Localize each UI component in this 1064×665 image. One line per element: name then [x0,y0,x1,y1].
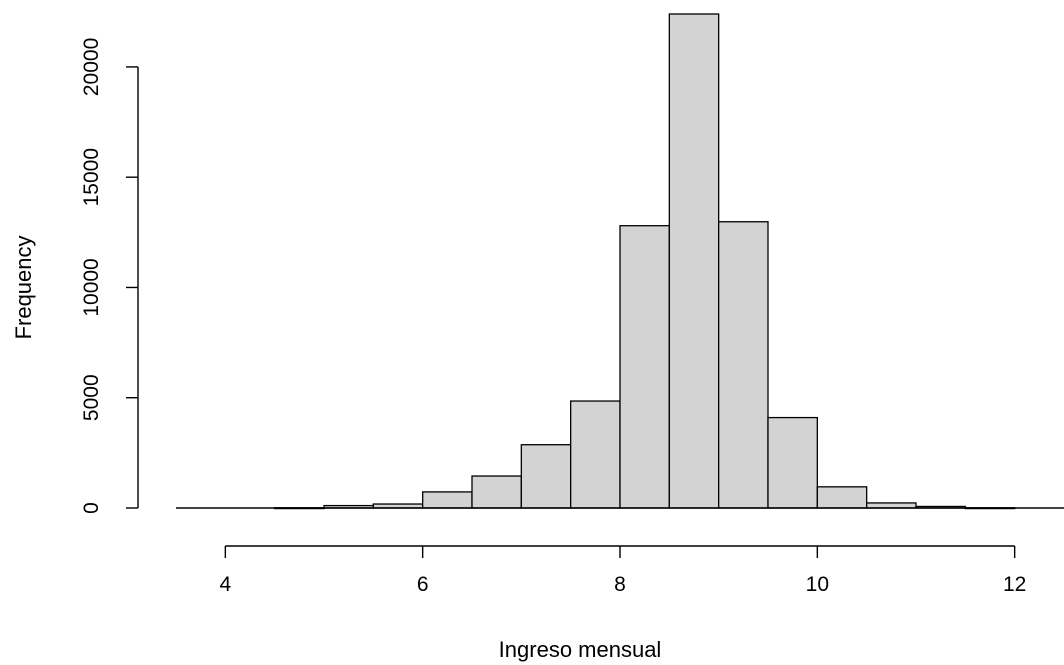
y-tick-label: 20000 [80,38,103,96]
y-axis-title: Frequency [11,235,36,339]
x-axis: 4 6 8 10 12 [219,545,1026,596]
x-tick-label: 8 [614,573,626,596]
y-tick-label: 15000 [80,148,103,206]
y-axis: 0 5000 10000 15000 20000 [80,38,139,514]
histogram-bars [274,13,1016,510]
y-tick-label: 10000 [80,258,103,316]
histogram-bar [619,225,670,509]
histogram-bar [718,221,769,509]
histogram-bar [570,400,621,509]
y-tick-label: 5000 [80,374,103,421]
histogram-bar [520,444,572,509]
x-tick-label: 10 [806,573,829,596]
histogram-bar [866,502,917,509]
x-axis-title: Ingreso mensual [499,637,662,662]
histogram-bar [422,491,473,509]
histogram-bar [767,416,818,509]
histogram-bar [471,475,522,509]
x-tick-label: 4 [219,573,231,596]
histogram-bar [816,486,868,509]
y-tick-label: 0 [80,502,103,514]
histogram-bar [668,13,720,509]
x-tick-label: 12 [1003,573,1026,596]
x-tick-label: 6 [417,573,429,596]
